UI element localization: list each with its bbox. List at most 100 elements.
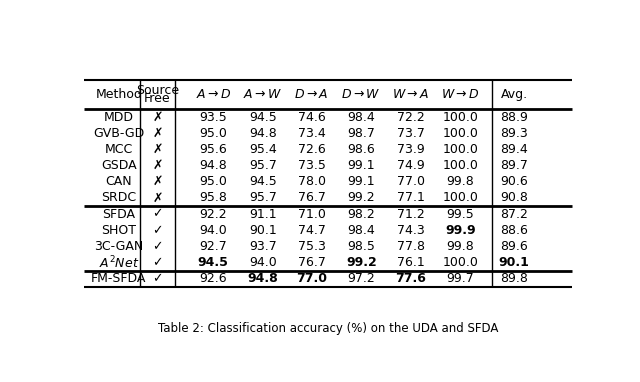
Text: 94.0: 94.0 bbox=[249, 256, 276, 269]
Text: 98.4: 98.4 bbox=[348, 224, 375, 237]
Text: 93.7: 93.7 bbox=[249, 240, 276, 253]
Text: 92.7: 92.7 bbox=[200, 240, 227, 253]
Text: 77.1: 77.1 bbox=[397, 191, 425, 204]
Text: 89.3: 89.3 bbox=[500, 127, 528, 140]
Text: Source: Source bbox=[136, 84, 179, 97]
Text: $W \rightarrow D$: $W \rightarrow D$ bbox=[441, 88, 480, 101]
Text: 71.0: 71.0 bbox=[298, 207, 326, 220]
Text: 89.8: 89.8 bbox=[500, 272, 528, 285]
Text: 95.0: 95.0 bbox=[200, 175, 227, 188]
Text: 76.1: 76.1 bbox=[397, 256, 425, 269]
Text: 74.7: 74.7 bbox=[298, 224, 326, 237]
Text: 77.0: 77.0 bbox=[397, 175, 425, 188]
Text: GVB-GD: GVB-GD bbox=[93, 127, 145, 140]
Text: 73.9: 73.9 bbox=[397, 143, 425, 156]
Text: ✗: ✗ bbox=[152, 175, 163, 188]
Text: 77.6: 77.6 bbox=[396, 272, 426, 285]
Text: 95.7: 95.7 bbox=[249, 191, 277, 204]
Text: 75.3: 75.3 bbox=[298, 240, 326, 253]
Text: 100.0: 100.0 bbox=[443, 110, 479, 123]
Text: ✓: ✓ bbox=[152, 224, 163, 237]
Text: 99.1: 99.1 bbox=[348, 175, 375, 188]
Text: 91.1: 91.1 bbox=[249, 207, 276, 220]
Text: $D \rightarrow A$: $D \rightarrow A$ bbox=[294, 88, 329, 101]
Text: 94.0: 94.0 bbox=[200, 224, 227, 237]
Text: 99.2: 99.2 bbox=[346, 256, 377, 269]
Text: 98.4: 98.4 bbox=[348, 110, 375, 123]
Text: 99.5: 99.5 bbox=[447, 207, 474, 220]
Text: 99.9: 99.9 bbox=[445, 224, 476, 237]
Text: 88.6: 88.6 bbox=[500, 224, 528, 237]
Text: ✗: ✗ bbox=[152, 191, 163, 204]
Text: 78.0: 78.0 bbox=[298, 175, 326, 188]
Text: Table 2: Classification accuracy (%) on the UDA and SFDA: Table 2: Classification accuracy (%) on … bbox=[158, 322, 498, 335]
Text: ✓: ✓ bbox=[152, 207, 163, 220]
Text: 99.2: 99.2 bbox=[348, 191, 375, 204]
Text: 89.6: 89.6 bbox=[500, 240, 528, 253]
Text: 71.2: 71.2 bbox=[397, 207, 425, 220]
Text: FM-SFDA: FM-SFDA bbox=[91, 272, 147, 285]
Text: $A \rightarrow D$: $A \rightarrow D$ bbox=[195, 88, 231, 101]
Text: 98.6: 98.6 bbox=[348, 143, 375, 156]
Text: 90.8: 90.8 bbox=[500, 191, 528, 204]
Text: 73.4: 73.4 bbox=[298, 127, 326, 140]
Text: MCC: MCC bbox=[104, 143, 133, 156]
Text: 100.0: 100.0 bbox=[443, 256, 479, 269]
Text: CAN: CAN bbox=[106, 175, 132, 188]
Text: 77.8: 77.8 bbox=[397, 240, 425, 253]
Text: 95.6: 95.6 bbox=[200, 143, 227, 156]
Text: 93.5: 93.5 bbox=[200, 110, 227, 123]
Text: 74.6: 74.6 bbox=[298, 110, 326, 123]
Text: 100.0: 100.0 bbox=[443, 191, 479, 204]
Text: 98.7: 98.7 bbox=[348, 127, 375, 140]
Text: Avg.: Avg. bbox=[500, 88, 527, 101]
Text: 72.2: 72.2 bbox=[397, 110, 425, 123]
Text: 99.8: 99.8 bbox=[447, 240, 474, 253]
Text: 74.9: 74.9 bbox=[397, 159, 425, 172]
Text: 88.9: 88.9 bbox=[500, 110, 528, 123]
Text: ✓: ✓ bbox=[152, 256, 163, 269]
Text: 92.6: 92.6 bbox=[200, 272, 227, 285]
Text: 3C-GAN: 3C-GAN bbox=[94, 240, 143, 253]
Text: 92.2: 92.2 bbox=[200, 207, 227, 220]
Text: 77.0: 77.0 bbox=[296, 272, 327, 285]
Text: 97.2: 97.2 bbox=[348, 272, 375, 285]
Text: SRDC: SRDC bbox=[101, 191, 136, 204]
Text: $D \rightarrow W$: $D \rightarrow W$ bbox=[342, 88, 381, 101]
Text: 100.0: 100.0 bbox=[443, 159, 479, 172]
Text: GSDA: GSDA bbox=[101, 159, 136, 172]
Text: 94.8: 94.8 bbox=[249, 127, 276, 140]
Text: 98.2: 98.2 bbox=[348, 207, 375, 220]
Text: SHOT: SHOT bbox=[101, 224, 136, 237]
Text: 95.8: 95.8 bbox=[200, 191, 227, 204]
Text: 98.5: 98.5 bbox=[348, 240, 375, 253]
Text: 90.1: 90.1 bbox=[249, 224, 276, 237]
Text: ✗: ✗ bbox=[152, 127, 163, 140]
Text: 99.7: 99.7 bbox=[447, 272, 474, 285]
Text: 73.5: 73.5 bbox=[298, 159, 326, 172]
Text: $A \rightarrow W$: $A \rightarrow W$ bbox=[243, 88, 282, 101]
Text: $A^2 Net$: $A^2 Net$ bbox=[99, 254, 139, 271]
Text: MDD: MDD bbox=[104, 110, 134, 123]
Text: 94.5: 94.5 bbox=[249, 175, 276, 188]
Text: 76.7: 76.7 bbox=[298, 191, 326, 204]
Text: 95.0: 95.0 bbox=[200, 127, 227, 140]
Text: ✓: ✓ bbox=[152, 272, 163, 285]
Text: Free: Free bbox=[144, 92, 171, 105]
Text: SFDA: SFDA bbox=[102, 207, 135, 220]
Text: 72.6: 72.6 bbox=[298, 143, 326, 156]
Text: 95.4: 95.4 bbox=[249, 143, 276, 156]
Text: 94.5: 94.5 bbox=[249, 110, 276, 123]
Text: 90.1: 90.1 bbox=[499, 256, 529, 269]
Text: 73.7: 73.7 bbox=[397, 127, 425, 140]
Text: ✗: ✗ bbox=[152, 110, 163, 123]
Text: $W \rightarrow A$: $W \rightarrow A$ bbox=[392, 88, 429, 101]
Text: 87.2: 87.2 bbox=[500, 207, 528, 220]
Text: 94.5: 94.5 bbox=[198, 256, 228, 269]
Text: 89.7: 89.7 bbox=[500, 159, 528, 172]
Text: 89.4: 89.4 bbox=[500, 143, 528, 156]
Text: 99.1: 99.1 bbox=[348, 159, 375, 172]
Text: 100.0: 100.0 bbox=[443, 127, 479, 140]
Text: ✗: ✗ bbox=[152, 143, 163, 156]
Text: 74.3: 74.3 bbox=[397, 224, 425, 237]
